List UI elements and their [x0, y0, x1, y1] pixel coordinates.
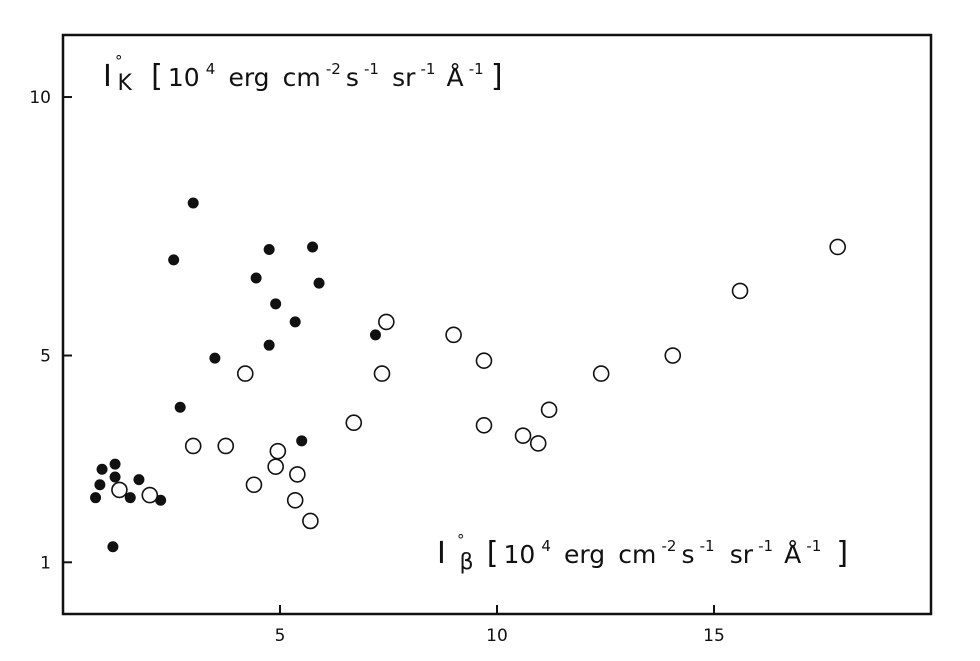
open-data-point	[236, 365, 254, 382]
open-data-point	[286, 491, 304, 509]
open-data-point	[111, 481, 128, 499]
filled-data-point	[109, 471, 121, 483]
filled-data-point	[369, 329, 381, 341]
filled-data-point	[209, 352, 221, 364]
open-data-point	[269, 442, 287, 460]
open-data-point	[664, 347, 682, 364]
filled-data-point	[124, 492, 136, 504]
open-data-point	[445, 326, 462, 344]
open-data-point	[245, 476, 263, 494]
x-tick-label: 10	[486, 626, 508, 646]
y-tick-label: 10	[29, 88, 51, 108]
filled-data-point	[96, 463, 108, 475]
open-data-point	[829, 238, 846, 256]
open-data-point	[345, 414, 363, 432]
open-data-point	[373, 365, 391, 382]
filled-data-point	[250, 272, 262, 284]
filled-data-point	[187, 197, 199, 209]
filled-data-point	[289, 316, 301, 328]
open-data-point	[217, 437, 235, 455]
y-tick-label: 5	[40, 347, 51, 367]
filled-data-point	[133, 474, 145, 486]
open-data-point	[475, 352, 493, 369]
open-data-point	[475, 417, 493, 434]
filled-data-point	[307, 241, 319, 253]
filled-data-point	[109, 458, 121, 470]
filled-data-point	[313, 277, 325, 289]
open-data-point	[378, 313, 395, 331]
open-data-point	[592, 365, 610, 382]
open-data-point	[184, 437, 202, 455]
data-points	[90, 197, 846, 553]
open-data-point	[540, 401, 558, 419]
filled-data-point	[168, 254, 180, 266]
filled-data-point	[263, 339, 275, 351]
filled-data-point	[296, 435, 308, 447]
filled-data-point	[270, 298, 282, 310]
open-data-point	[289, 466, 306, 483]
open-data-point	[731, 282, 749, 300]
filled-data-point	[107, 541, 119, 553]
x-tick-label: 15	[703, 626, 725, 646]
x-tick-label: 5	[275, 626, 286, 646]
plot-frame	[61, 33, 933, 616]
open-data-point	[141, 486, 159, 504]
y-tick-label: 1	[40, 553, 51, 573]
filled-data-point	[174, 401, 186, 413]
open-data-point	[514, 427, 532, 444]
filled-data-point	[94, 479, 106, 491]
filled-data-point	[90, 492, 102, 504]
x-axis-title: I ° β [ 10 4 erg cm -2 s -1 sr -1 Å -1 ]	[437, 530, 848, 575]
y-axis-title: I ° K [ 10 4 erg cm -2 s -1 sr -1 Å -1 ]	[103, 51, 503, 96]
open-data-point	[529, 435, 547, 452]
open-data-point	[302, 512, 319, 530]
filled-data-point	[263, 244, 275, 256]
open-data-point	[267, 458, 284, 475]
